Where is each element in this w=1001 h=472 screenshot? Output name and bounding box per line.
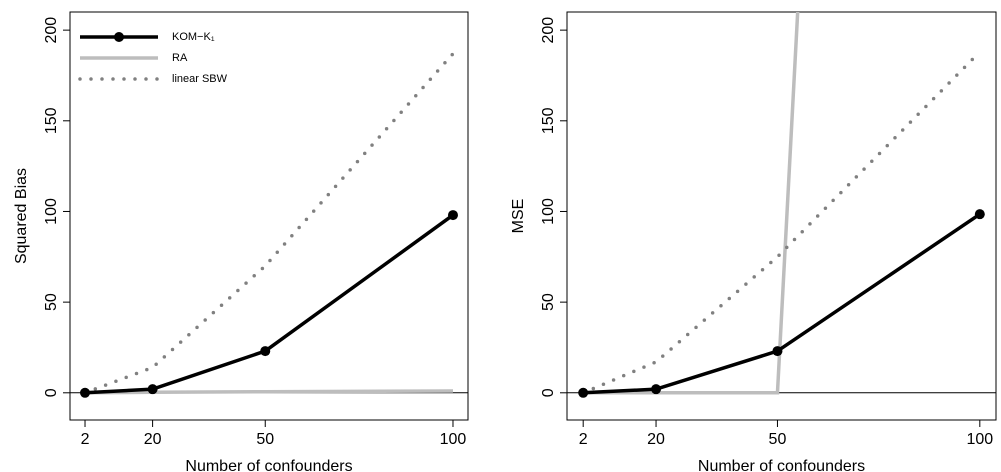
plot-area bbox=[578, 12, 985, 398]
plot-box bbox=[566, 11, 997, 421]
y-tick-label: 150 bbox=[540, 107, 557, 134]
y-tick-label: 100 bbox=[43, 198, 60, 225]
panel: 0 50 100 150 200 2 20 50 100 Number of confounder… bbox=[13, 11, 469, 472]
y-tick-label: 150 bbox=[43, 107, 60, 134]
point bbox=[578, 387, 589, 398]
point bbox=[147, 384, 158, 395]
legend-marker bbox=[114, 32, 124, 42]
y-tick-label: 200 bbox=[43, 17, 60, 44]
panel: 0 50 100 150 200 2 20 50 100 Number of confounder… bbox=[510, 11, 997, 472]
x-tick-label: 20 bbox=[647, 431, 665, 448]
series-line bbox=[583, 212, 981, 395]
point bbox=[651, 384, 662, 395]
series-line bbox=[583, 12, 800, 395]
y-tick-label: 50 bbox=[43, 293, 60, 311]
x-tick-label: 100 bbox=[966, 431, 993, 448]
point bbox=[260, 346, 271, 357]
y-tick-label: 100 bbox=[540, 198, 557, 225]
legend: KOM−K₁ RA linear SBW bbox=[78, 31, 228, 85]
point bbox=[447, 210, 458, 221]
point bbox=[80, 387, 91, 398]
x-tick-label: 100 bbox=[440, 431, 467, 448]
y-tick-label: 200 bbox=[540, 17, 557, 44]
y-tick-label: 0 bbox=[540, 388, 557, 397]
series-line bbox=[581, 50, 982, 395]
legend-label: RA bbox=[172, 52, 188, 64]
y-tick-label: 50 bbox=[540, 293, 557, 311]
point bbox=[974, 209, 985, 220]
legend-label: KOM−K₁ bbox=[172, 31, 215, 43]
legend-label: linear SBW bbox=[172, 73, 228, 85]
x-axis-title: Number of confounders bbox=[698, 458, 865, 472]
plot-area bbox=[80, 51, 458, 398]
x-tick-label: 20 bbox=[144, 431, 162, 448]
x-axis-title: Number of confounders bbox=[185, 458, 352, 472]
point bbox=[772, 346, 783, 357]
plot-box bbox=[69, 11, 469, 421]
y-axis-title: Squared Bias bbox=[13, 168, 30, 264]
series-line bbox=[83, 51, 455, 395]
x-tick-label: 50 bbox=[769, 431, 787, 448]
x-tick-label: 2 bbox=[81, 431, 90, 448]
y-axis-title: MSE bbox=[510, 199, 527, 234]
x-tick-label: 2 bbox=[579, 431, 588, 448]
x-tick-label: 50 bbox=[256, 431, 274, 448]
series-line bbox=[84, 213, 455, 395]
y-tick-label: 0 bbox=[43, 388, 60, 397]
